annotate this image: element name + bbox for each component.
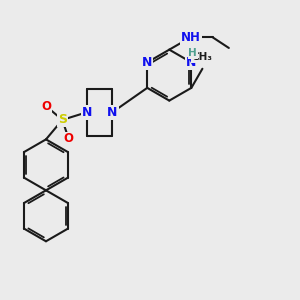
Text: N: N — [186, 56, 197, 69]
Text: N: N — [107, 106, 118, 119]
Text: O: O — [64, 133, 74, 146]
Text: N: N — [82, 106, 92, 119]
Text: N: N — [142, 56, 152, 69]
Text: H: H — [188, 48, 197, 58]
Text: NH: NH — [181, 31, 201, 44]
Text: S: S — [58, 113, 67, 126]
Text: CH₃: CH₃ — [192, 52, 213, 62]
Text: O: O — [41, 100, 51, 113]
